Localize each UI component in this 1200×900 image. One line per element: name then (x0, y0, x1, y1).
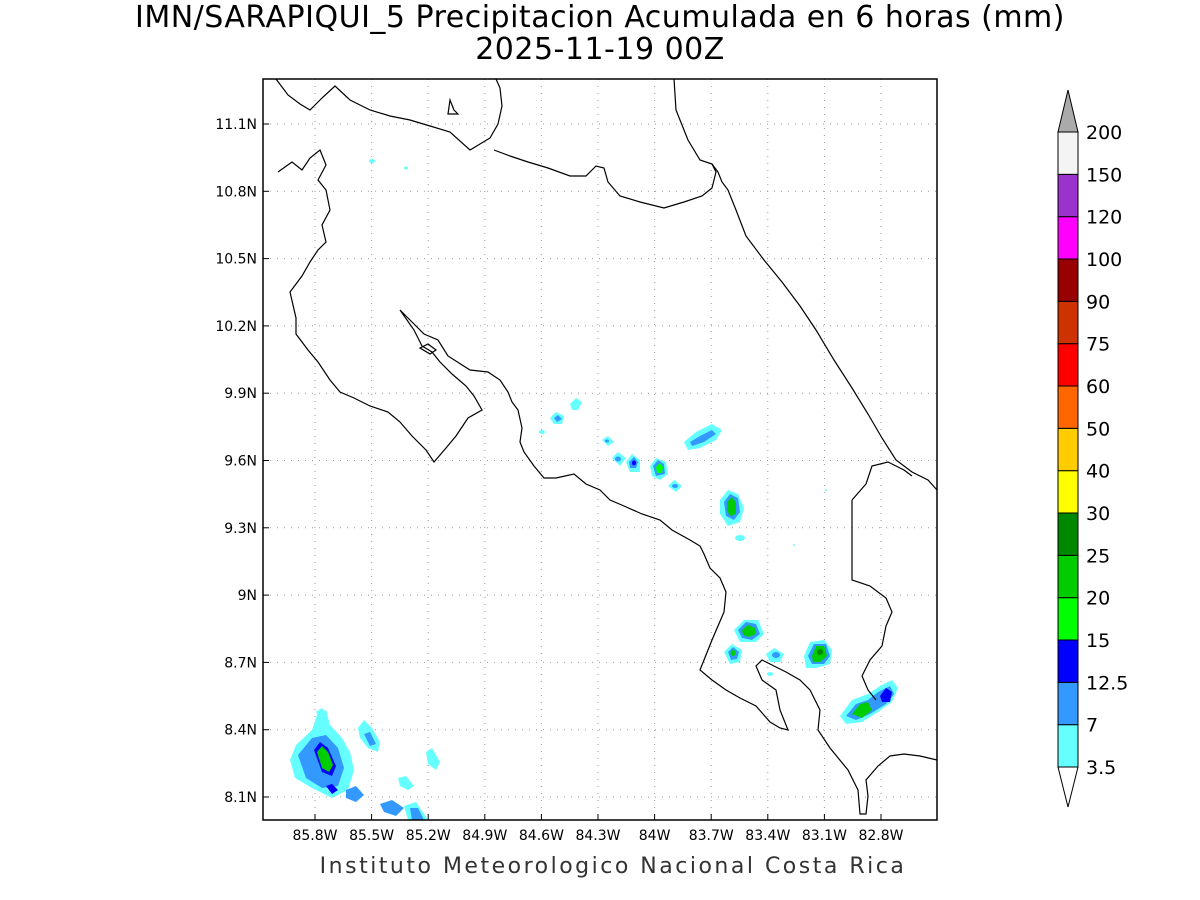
precip-cell (840, 680, 898, 724)
colorbar-label: 60 (1086, 376, 1110, 398)
y-tick-label: 8.7N (224, 655, 257, 671)
colorbar-swatch (1057, 681, 1079, 726)
colorbar-label: 12.5 (1086, 672, 1128, 694)
colorbar-swatch (1057, 300, 1079, 345)
x-tick-label: 83.7W (689, 828, 734, 844)
precip-cell (358, 720, 440, 820)
precip-field (290, 159, 898, 820)
map-datetime: 2025-11-19 00Z (475, 32, 725, 67)
colorbar-swatch (1057, 131, 1079, 175)
y-tick-label: 10.5N (215, 252, 257, 268)
precip-cell (539, 398, 682, 492)
y-tick-label: 9.9N (224, 386, 257, 402)
axis-ticks: 85.8W 85.5W 85.2W 84.9W 84.6W 84.3W 84W 83.7W 83… (215, 117, 903, 844)
y-tick-label: 10.8N (215, 184, 257, 200)
colorbar-label: 200 (1086, 122, 1122, 144)
colorbar-label: 75 (1086, 334, 1110, 356)
colorbar-label: 40 (1086, 461, 1110, 483)
precip-cell (684, 424, 722, 450)
coastline (275, 79, 937, 815)
x-tick-label: 84.9W (462, 828, 507, 844)
y-tick-label: 8.1N (224, 790, 257, 806)
colorbar-label: 50 (1086, 418, 1110, 440)
colorbar-swatch (1057, 470, 1079, 514)
map-frame (262, 78, 938, 821)
colorbar-swatch (1057, 639, 1079, 683)
x-tick-label: 84.3W (575, 828, 620, 844)
y-tick-label: 9.3N (224, 521, 257, 537)
colorbar-label: 30 (1086, 503, 1110, 525)
colorbar-swatch (1057, 554, 1079, 599)
y-tick-label: 8.4N (224, 723, 257, 739)
precip-cell (724, 620, 784, 676)
colorbar-under-arrow (1057, 766, 1079, 808)
x-tick-label: 84W (639, 828, 671, 844)
colorbar-label: 120 (1086, 207, 1122, 229)
colorbar-swatch (1057, 597, 1079, 641)
colorbar-label: 25 (1086, 545, 1110, 567)
x-tick-label: 82.8W (858, 828, 903, 844)
y-tick-label: 9.6N (224, 454, 257, 470)
colorbar-label: 15 (1086, 630, 1110, 652)
colorbar-over-arrow (1057, 89, 1079, 133)
x-tick-label: 83.1W (802, 828, 847, 844)
precip-cell (290, 708, 364, 802)
x-tick-label: 85.2W (406, 828, 451, 844)
colorbar-label: 3.5 (1086, 757, 1116, 779)
colorbar-swatch (1057, 258, 1079, 302)
colorbar: 3.5 7 12.5 15 20 25 30 40 50 60 75 90 100 120 150 200 (1057, 89, 1128, 808)
map-title: IMN/SARAPIQUI_5 Precipitacion Acumulada … (135, 0, 1065, 35)
colorbar-swatch (1057, 216, 1079, 260)
y-tick-label: 11.1N (215, 117, 257, 133)
colorbar-label: 7 (1086, 715, 1098, 737)
colorbar-label: 150 (1086, 164, 1122, 186)
precip-cell (369, 159, 408, 170)
x-tick-label: 85.8W (292, 828, 337, 844)
x-tick-label: 84.6W (519, 828, 564, 844)
grid-lines (263, 79, 937, 820)
y-tick-label: 9N (238, 588, 257, 604)
colorbar-swatch (1057, 173, 1079, 218)
colorbar-swatch (1057, 385, 1079, 429)
x-tick-label: 83.4W (745, 828, 790, 844)
colorbar-swatch (1057, 343, 1079, 387)
colorbar-swatch (1057, 724, 1079, 768)
footer-credit: Instituto Meteorologico Nacional Costa R… (319, 854, 907, 879)
x-tick-label: 85.5W (349, 828, 394, 844)
precip-cell (720, 489, 827, 546)
colorbar-swatch (1057, 427, 1079, 472)
precip-cell (804, 640, 832, 668)
colorbar-swatch (1057, 512, 1079, 556)
colorbar-label: 20 (1086, 588, 1110, 610)
colorbar-label: 100 (1086, 249, 1122, 271)
y-tick-label: 10.2N (215, 319, 257, 335)
colorbar-label: 90 (1086, 291, 1110, 313)
